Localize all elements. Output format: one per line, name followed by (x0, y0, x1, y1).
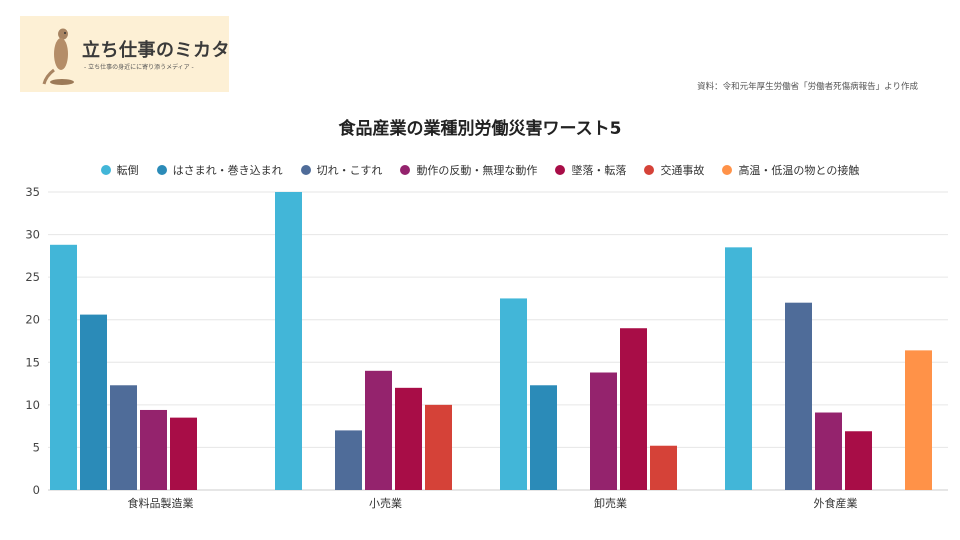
y-tick-label: 20 (25, 313, 40, 327)
bar (140, 409, 167, 490)
legend-item[interactable]: 墜落・転落 (555, 162, 626, 178)
legend-swatch (644, 165, 655, 175)
legend-label: はさまれ・巻き込まれ (172, 164, 283, 177)
logo-tagline: - 立ち仕事の身近にに寄り添うメディア - (84, 64, 194, 71)
bar (425, 404, 452, 490)
legend-label: 高温・低温の物との接触 (738, 164, 860, 177)
y-tick-label: 30 (25, 228, 40, 242)
bar (335, 430, 362, 490)
bar (110, 385, 137, 490)
bar (725, 247, 752, 490)
legend-label: 墜落・転落 (571, 164, 627, 177)
bar (530, 385, 557, 490)
bar (785, 302, 812, 490)
legend-label: 転倒 (116, 164, 139, 177)
bar (620, 328, 647, 490)
bar (395, 387, 422, 490)
y-tick-label: 5 (33, 440, 40, 454)
bar (365, 370, 392, 490)
y-tick-label: 15 (25, 355, 40, 369)
source-note: 資料：令和元年厚生労働省「労働者死傷病報告」より作成 (697, 82, 918, 92)
meerkat-icon (42, 28, 74, 85)
legend-item[interactable]: 高温・低温の物との接触 (722, 162, 859, 178)
bar (905, 350, 932, 490)
bar (80, 314, 107, 490)
legend-label: 動作の反動・無理な動作 (416, 164, 538, 177)
y-tick-label: 10 (25, 398, 40, 412)
y-tick-label: 35 (25, 185, 40, 199)
bar (500, 298, 527, 490)
legend-item[interactable]: 動作の反動・無理な動作 (400, 162, 537, 178)
bar (650, 445, 677, 490)
legend-label: 切れ・こすれ (316, 164, 383, 177)
chart-title: 食品産業の業種別労働災害ワースト5 (338, 119, 622, 139)
bar (815, 412, 842, 490)
bar (170, 417, 197, 490)
bar (845, 431, 872, 490)
legend-swatch (300, 165, 311, 175)
legend-swatch (100, 165, 111, 175)
legend-swatch (722, 165, 733, 175)
logo-box: 立ち仕事のミカタ - 立ち仕事の身近にに寄り添うメディア - (20, 16, 230, 92)
legend-label: 交通事故 (660, 164, 705, 177)
x-tick-label: 食料品製造業 (128, 496, 194, 510)
bar (590, 372, 617, 490)
x-tick-label: 小売業 (369, 497, 402, 510)
bar (50, 244, 77, 490)
y-tick-label: 25 (25, 270, 40, 284)
chart-legend: 転倒 はさまれ・巻き込まれ 切れ・こすれ 動作の反動・無理な動作 墜落・転落 交… (0, 162, 960, 178)
logo-title: 立ち仕事のミカタ (82, 40, 230, 61)
bar (275, 192, 302, 490)
legend-swatch (156, 165, 167, 175)
y-tick-label: 0 (33, 483, 40, 497)
x-tick-label: 卸売業 (594, 496, 627, 510)
legend-item[interactable]: はさまれ・巻き込まれ (156, 162, 283, 178)
x-tick-label: 外食産業 (814, 496, 858, 510)
legend-swatch (400, 165, 411, 175)
legend-item[interactable]: 転倒 (100, 162, 139, 178)
legend-item[interactable]: 交通事故 (644, 162, 704, 178)
legend-swatch (555, 165, 566, 175)
legend-item[interactable]: 切れ・こすれ (300, 162, 383, 178)
